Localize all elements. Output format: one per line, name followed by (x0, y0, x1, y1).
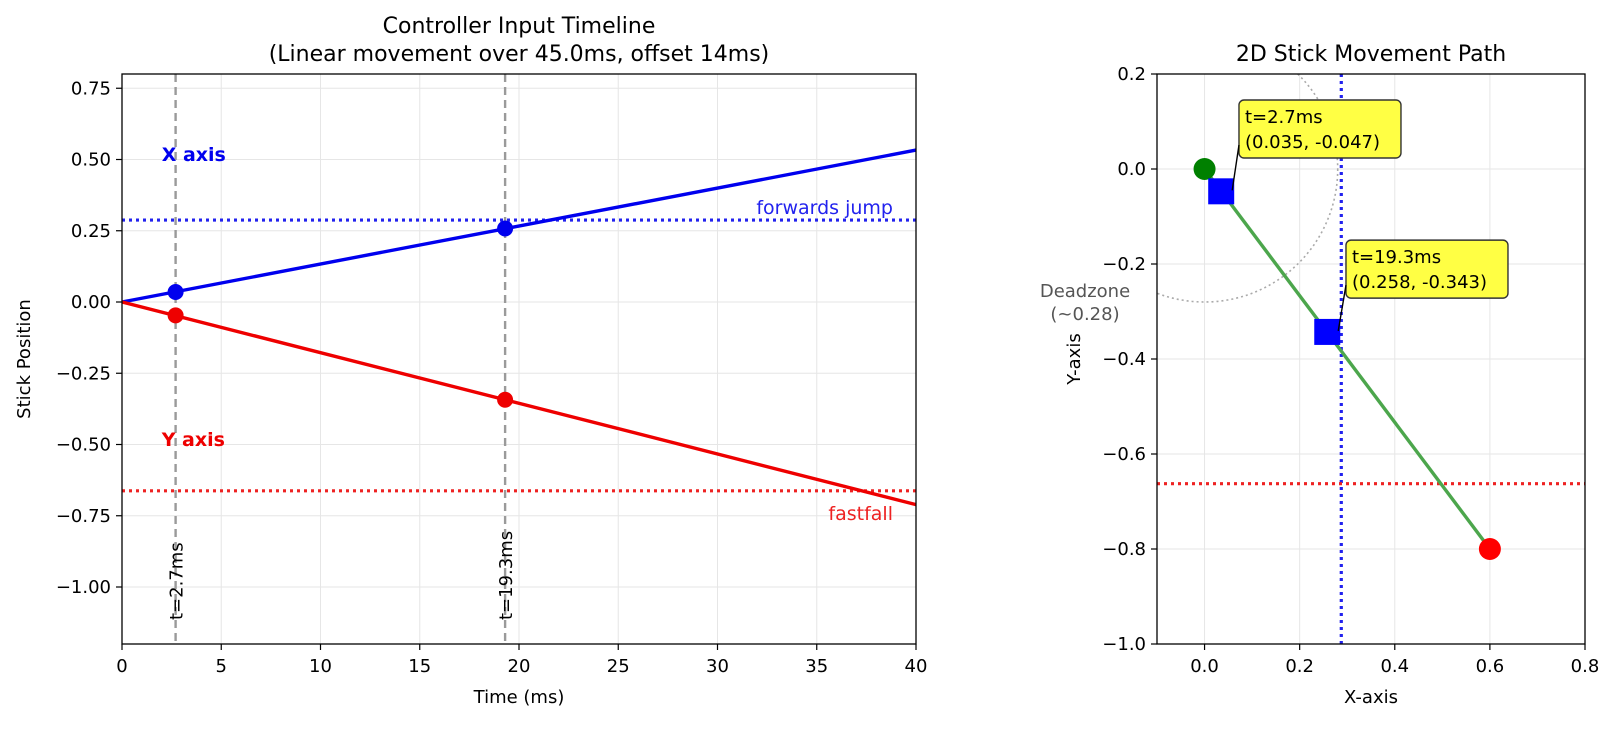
annotation-coords: (0.258, -0.343) (1352, 272, 1487, 293)
path-xlabel: X-axis (1344, 687, 1398, 708)
timeline-xtick-label: 5 (216, 656, 227, 677)
timeline-ytick-label: 0.75 (71, 78, 111, 99)
timeline-xtick-label: 25 (607, 656, 630, 677)
timeline-xtick-label: 40 (905, 656, 928, 677)
timeline-ytick-label: −0.25 (56, 363, 111, 384)
series-marker (497, 391, 514, 408)
series-marker (497, 220, 514, 237)
deadzone-circle (1157, 74, 1339, 303)
timeline-ytick-label: 0.00 (71, 292, 111, 313)
path-xtick-label: 0.6 (1476, 656, 1505, 677)
annotation-arrow (1231, 144, 1240, 191)
path-ticks: 0.0 0.2 0.4 0.6 0.8 −1.0 −0.8 −0.6 −0.4 −0.2 0.0 0.… (1102, 64, 1599, 677)
stick-path-line (1203, 167, 1492, 551)
path-ytick-label: −0.6 (1102, 444, 1146, 465)
path-ytick-label: 0.0 (1117, 159, 1146, 180)
timeline-ytick-label: −0.75 (56, 506, 111, 527)
timeline-ticks: 0 5 10 15 20 25 30 35 40 −1.00 −0.75 −0.50 −0.25 0.00… (56, 78, 928, 677)
deadzone-label: Deadzone (1040, 281, 1130, 302)
timeline-ylabel: Stick Position (14, 299, 35, 419)
path-annotations: t=2.7ms (0.035, -0.047) t=19.3ms (0.258, -0… (1040, 99, 1509, 332)
timeline-subtitle: (Linear movement over 45.0ms, offset 14m… (269, 42, 770, 67)
timeline-title: Controller Input Timeline (383, 14, 656, 39)
series-name-label: X axis (162, 144, 226, 166)
series-marker (167, 284, 184, 301)
forwards-jump-label: forwards jump (756, 197, 893, 219)
path-xtick-label: 0.4 (1380, 656, 1409, 677)
timeline-ytick-label: −0.50 (56, 435, 111, 456)
deadzone-radius-label: (~0.28) (1050, 304, 1119, 325)
timeline-ytick-label: −1.00 (56, 577, 111, 598)
path-ytick-label: 0.2 (1117, 64, 1146, 85)
timeline-ytick-label: 0.25 (71, 221, 111, 242)
annotation-arrow (1337, 285, 1347, 332)
stick-path-chart: 2D Stick Movement Path 0.0 0.2 0.4 0.6 0.8 −1… (1040, 42, 1599, 708)
series-marker (167, 307, 184, 324)
annotation-time: t=2.7ms (1245, 107, 1323, 128)
annotation-time: t=19.3ms (1352, 247, 1441, 268)
timeline-plot-area: forwards jump fastfall X axis Y axis (121, 74, 917, 644)
timeline-grid (121, 74, 917, 644)
path-xtick-label: 0.8 (1571, 656, 1600, 677)
path-xtick-label: 0.0 (1190, 656, 1219, 677)
time-marker-label: t=2.7ms (167, 542, 188, 620)
sample-square-marker (1208, 178, 1235, 205)
path-title: 2D Stick Movement Path (1236, 42, 1506, 67)
timeline-xtick-label: 30 (706, 656, 729, 677)
series-line (121, 148, 917, 304)
path-xtick-label: 0.2 (1285, 656, 1314, 677)
path-ytick-label: −1.0 (1102, 634, 1146, 655)
annotation-coords: (0.035, -0.047) (1245, 132, 1380, 153)
path-grid (1157, 73, 1586, 645)
path-ytick-label: −0.8 (1102, 539, 1146, 560)
path-ylabel: Y-axis (1064, 333, 1085, 385)
timeline-xtick-label: 35 (805, 656, 828, 677)
annotation-box (1345, 239, 1509, 299)
timeline-chart: Controller Input Timeline (Linear moveme… (14, 14, 927, 708)
timeline-xlabel: Time (ms) (473, 687, 565, 708)
timeline-xtick-label: 20 (508, 656, 531, 677)
path-ytick-label: −0.4 (1102, 349, 1146, 370)
path-ytick-label: −0.2 (1102, 254, 1146, 275)
timeline-xtick-label: 10 (309, 656, 332, 677)
sample-square-marker (1314, 318, 1341, 345)
path-plot-area (1157, 74, 1585, 644)
annotation-box (1238, 99, 1402, 159)
timeline-xtick-label: 15 (408, 656, 431, 677)
series-name-label: Y axis (161, 429, 225, 451)
fastfall-label: fastfall (828, 503, 893, 525)
timeline-ytick-label: 0.50 (71, 150, 111, 171)
end-point (1478, 538, 1501, 560)
series-line (121, 300, 917, 507)
time-marker-label: t=19.3ms (496, 531, 517, 620)
start-point (1193, 158, 1216, 180)
timeline-xtick-label: 0 (116, 656, 127, 677)
